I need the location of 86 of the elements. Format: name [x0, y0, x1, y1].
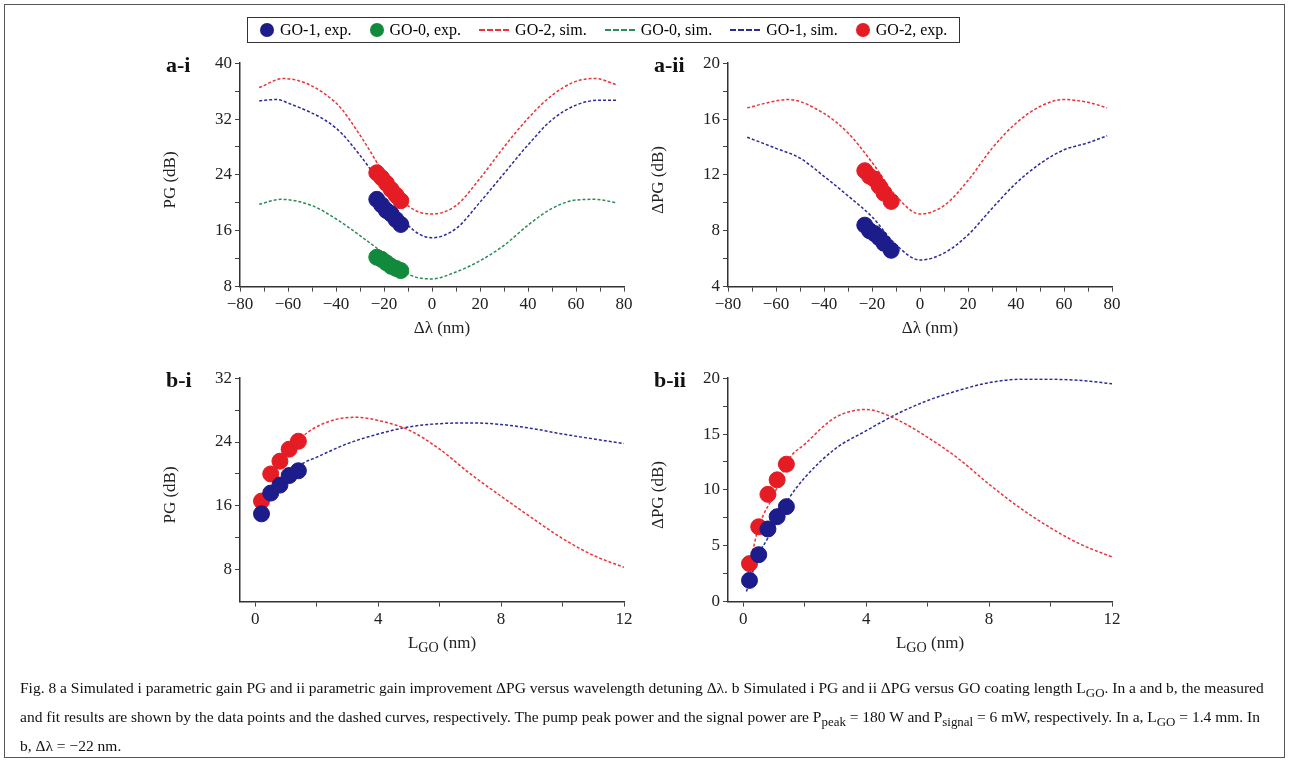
- text: Fig. 8 a Simulated i parametric gain PG and ii parametric gain improvement ΔPG versus wavelength detuning Δλ. b Simulated i PG and ii ΔPG versus GO coating length L$_{GO}$. In a and b, the measured and fit results are shown by the data points and the dashed curves, respectively. The pump peak power and the signal power are P$_{peak}$ = 180 W and P$_{signal}$ = 6 mW, respectively. In a, L$_{GO}$ = 1.4 mm. In b, Δλ = −22 nm.: [20, 679, 1264, 755]
- x-tick-label: −60: [762, 294, 790, 314]
- point: [750, 546, 768, 564]
- x-tick-label: 4: [373, 609, 383, 629]
- chart-title: b-i: [166, 367, 192, 393]
- point: [882, 241, 900, 259]
- point: [777, 498, 795, 516]
- legend-label: GO-0, exp.: [389, 21, 462, 39]
- y-axis-title: PG (dB): [160, 465, 180, 526]
- line-series: [746, 135, 1108, 261]
- y-tick-label: 20: [703, 367, 720, 387]
- x-tick-label: 20: [471, 294, 489, 314]
- point: [759, 485, 777, 503]
- x-tick-label: 60: [1055, 294, 1073, 314]
- y-tick-label: 5: [711, 535, 720, 555]
- x-tick-label: 4: [861, 609, 871, 629]
- x-tick-label: 80: [1103, 294, 1121, 314]
- y-tick-label: 20: [703, 52, 720, 72]
- x-tick-label: 8: [496, 609, 506, 629]
- y-tick-label: 16: [215, 495, 232, 515]
- y-tick-label: 32: [215, 108, 232, 128]
- chart-title: a-ii: [654, 52, 685, 78]
- x-tick-label: 60: [567, 294, 585, 314]
- point: [777, 455, 795, 473]
- x-axis-title: L$_{GO}$ (nm): [406, 633, 478, 657]
- point: [759, 520, 777, 538]
- y-tick-label: 24: [215, 431, 233, 451]
- x-tick-label: −80: [226, 294, 254, 314]
- point: [882, 192, 900, 210]
- legend-label: GO-2, exp.: [875, 21, 948, 39]
- y-axis-title: ΔPG (dB): [648, 459, 668, 532]
- y-tick-label: 4: [711, 276, 721, 296]
- chart-title: b-ii: [654, 367, 686, 393]
- x-tick-label: −20: [858, 294, 886, 314]
- x-tick-label: −40: [322, 294, 350, 314]
- x-tick-label: 20: [959, 294, 977, 314]
- y-axis-title: ΔPG (dB): [648, 144, 668, 217]
- x-tick-label: 8: [984, 609, 994, 629]
- x-axis-title: L$_{GO}$ (nm): [894, 633, 966, 657]
- y-tick-label: 8: [223, 559, 232, 579]
- y-axis-title: PG (dB): [160, 150, 180, 211]
- x-tick-label: 0: [251, 609, 260, 629]
- point: [271, 452, 289, 470]
- y-tick-label: 32: [215, 367, 232, 387]
- line-series: [258, 77, 618, 215]
- x-tick-label: 0: [427, 294, 437, 314]
- x-tick-label: −60: [274, 294, 302, 314]
- y-tick-label: 12: [703, 164, 720, 184]
- x-tick-label: −40: [810, 294, 838, 314]
- y-tick-label: 8: [711, 220, 720, 240]
- x-tick-label: 12: [615, 609, 633, 629]
- x-tick-label: 40: [519, 294, 537, 314]
- legend-label: GO-1, sim.: [766, 21, 838, 39]
- y-tick-label: 40: [215, 52, 232, 72]
- x-tick-label: −20: [370, 294, 398, 314]
- legend-label: GO-0, sim.: [640, 21, 713, 39]
- point: [392, 215, 410, 233]
- y-tick-label: 10: [703, 479, 720, 499]
- line-series: [746, 98, 1108, 215]
- x-tick-label: 0: [739, 609, 748, 629]
- x-axis-title: Δλ (nm): [412, 318, 472, 338]
- point: [392, 192, 410, 210]
- x-tick-label: 80: [615, 294, 633, 314]
- y-tick-label: 8: [223, 276, 232, 296]
- point: [289, 462, 307, 480]
- y-tick-label: 16: [215, 220, 232, 240]
- point: [262, 465, 280, 483]
- x-tick-label: −80: [714, 294, 742, 314]
- point: [741, 571, 758, 589]
- y-tick-label: 24: [215, 164, 233, 184]
- chart-title: a-i: [166, 52, 191, 78]
- x-axis-title: Δλ (nm): [900, 318, 960, 338]
- legend-label: GO-2, sim.: [515, 21, 587, 39]
- point: [768, 508, 786, 526]
- line-series: [258, 98, 618, 239]
- x-tick-label: 0: [915, 294, 925, 314]
- x-tick-label: 12: [1103, 609, 1121, 629]
- y-tick-label: 0: [711, 591, 720, 611]
- point: [289, 432, 307, 450]
- y-tick-label: 15: [703, 423, 720, 443]
- line-series: [258, 198, 618, 280]
- point: [768, 471, 786, 489]
- x-tick-label: 40: [1007, 294, 1025, 314]
- y-tick-label: 16: [703, 108, 720, 128]
- point: [253, 505, 270, 523]
- legend-label: GO-1, exp.: [280, 21, 352, 39]
